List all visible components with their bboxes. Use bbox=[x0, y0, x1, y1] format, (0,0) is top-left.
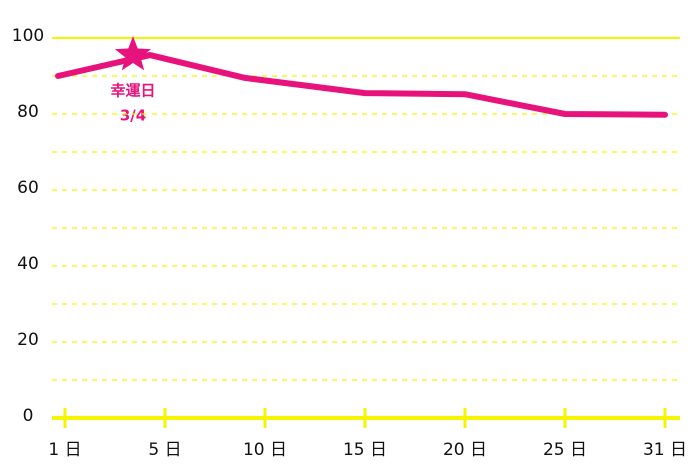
x-tick-label: 15 日 bbox=[343, 440, 387, 460]
y-tick-label: 60 bbox=[17, 178, 39, 198]
y-tick-label: 80 bbox=[17, 102, 39, 122]
x-tick-label: 10 日 bbox=[243, 440, 287, 460]
x-tick-label: 25 日 bbox=[543, 440, 587, 460]
y-tick-label: 20 bbox=[17, 330, 39, 350]
line-series bbox=[55, 52, 668, 118]
annotation-label: 幸運日 bbox=[110, 82, 155, 100]
x-tick-label: 20 日 bbox=[443, 440, 487, 460]
x-tick-label: 5 日 bbox=[148, 440, 181, 460]
y-tick-label: 40 bbox=[17, 254, 39, 274]
x-tick-label: 31 日 bbox=[643, 440, 687, 460]
y-tick-label: 0 bbox=[23, 406, 34, 426]
annotation-date: 3/4 bbox=[120, 107, 146, 125]
annotation-star bbox=[114, 36, 152, 71]
y-tick-label: 100 bbox=[12, 26, 44, 46]
x-tick-label: 1 日 bbox=[48, 440, 81, 460]
